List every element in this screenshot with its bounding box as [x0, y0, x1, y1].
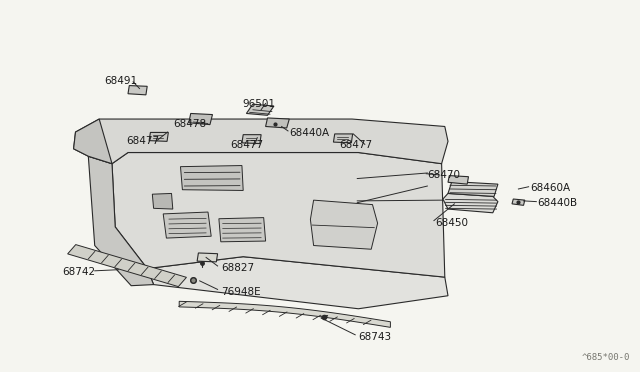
Text: 68440A: 68440A: [289, 128, 330, 138]
Polygon shape: [68, 245, 186, 286]
Polygon shape: [512, 199, 525, 205]
Polygon shape: [152, 193, 173, 209]
Polygon shape: [179, 301, 390, 327]
Text: 68460A: 68460A: [530, 183, 570, 193]
Polygon shape: [74, 119, 448, 164]
Polygon shape: [147, 257, 448, 309]
Text: ^685*00-0: ^685*00-0: [582, 353, 630, 362]
Polygon shape: [448, 176, 468, 184]
Text: 96501: 96501: [242, 99, 275, 109]
Polygon shape: [112, 153, 445, 277]
Text: 68742: 68742: [63, 267, 96, 276]
Polygon shape: [448, 182, 498, 196]
Polygon shape: [197, 253, 218, 262]
Polygon shape: [242, 135, 261, 144]
Text: 68440B: 68440B: [538, 198, 578, 208]
Polygon shape: [163, 212, 211, 238]
Text: 68478: 68478: [173, 119, 206, 128]
Polygon shape: [310, 200, 378, 249]
Text: 68450: 68450: [435, 218, 468, 228]
Polygon shape: [74, 119, 112, 164]
Polygon shape: [443, 193, 498, 213]
Polygon shape: [189, 113, 212, 125]
Polygon shape: [149, 132, 168, 141]
Text: 68827: 68827: [221, 263, 254, 273]
Text: 68477: 68477: [339, 140, 372, 150]
Polygon shape: [219, 218, 266, 242]
Text: 68470: 68470: [428, 170, 461, 180]
Text: 76948E: 76948E: [221, 287, 260, 297]
Polygon shape: [180, 166, 243, 190]
Polygon shape: [88, 156, 154, 286]
Polygon shape: [128, 86, 147, 95]
Polygon shape: [333, 134, 353, 143]
Text: 68491: 68491: [104, 76, 138, 86]
Text: 68477: 68477: [230, 140, 264, 150]
Text: 68477: 68477: [127, 137, 160, 146]
Polygon shape: [246, 104, 274, 115]
Text: 68743: 68743: [358, 332, 392, 341]
Polygon shape: [266, 118, 289, 128]
